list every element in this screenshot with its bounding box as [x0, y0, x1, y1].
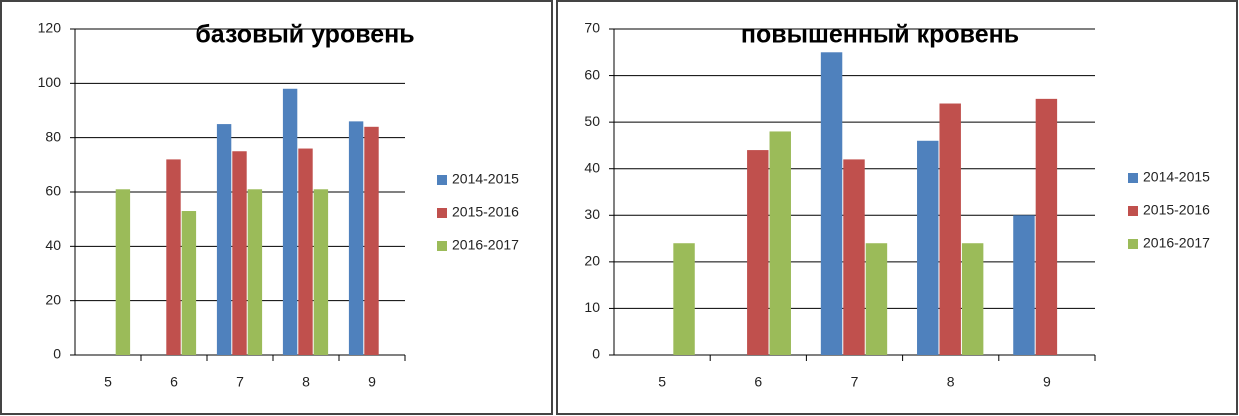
legend-swatch — [1128, 173, 1138, 183]
y-tick-label: 120 — [38, 20, 62, 36]
legend-label: 2015-2016 — [452, 204, 519, 220]
legend-swatch — [437, 241, 447, 251]
bar — [298, 148, 313, 355]
x-tick-label: 5 — [104, 374, 112, 390]
bar — [820, 52, 843, 356]
bar — [348, 121, 364, 355]
legend-swatch — [1128, 206, 1138, 216]
bar — [843, 159, 865, 355]
legend-label: 2016-2017 — [1143, 235, 1210, 251]
bar — [747, 150, 769, 355]
y-tick-label: 20 — [584, 253, 600, 269]
bar — [961, 243, 984, 355]
y-tick-label: 60 — [584, 66, 600, 82]
y-tick-label: 0 — [592, 346, 600, 362]
legend-label: 2014-2015 — [452, 171, 519, 187]
bar — [939, 103, 961, 355]
bar — [232, 151, 247, 355]
y-tick-label: 100 — [38, 74, 62, 90]
legend-label: 2015-2016 — [1143, 202, 1210, 218]
bar — [115, 189, 131, 355]
bar — [181, 211, 197, 355]
legend-swatch — [437, 175, 447, 185]
x-tick-label: 6 — [754, 374, 762, 390]
y-tick-label: 60 — [45, 183, 61, 199]
y-tick-label: 10 — [584, 299, 600, 315]
bar — [282, 88, 298, 356]
bar — [865, 243, 888, 355]
y-tick-label: 40 — [584, 159, 600, 175]
bar — [917, 140, 939, 355]
legend-label: 2016-2017 — [452, 237, 519, 253]
bar — [247, 189, 263, 355]
bar — [216, 124, 232, 355]
x-tick-label: 6 — [170, 374, 178, 390]
y-tick-label: 70 — [584, 20, 600, 36]
x-tick-label: 7 — [236, 374, 244, 390]
y-tick-label: 40 — [45, 237, 61, 253]
bar — [166, 159, 181, 355]
bar — [1013, 215, 1035, 355]
x-tick-label: 8 — [947, 374, 955, 390]
bar — [313, 189, 329, 355]
x-tick-label: 9 — [368, 374, 376, 390]
y-tick-label: 0 — [53, 346, 61, 362]
y-tick-label: 80 — [45, 128, 61, 144]
x-tick-label: 5 — [658, 374, 666, 390]
bar — [1035, 98, 1058, 355]
x-tick-label: 8 — [302, 374, 310, 390]
y-tick-label: 30 — [584, 206, 600, 222]
panel-border — [0, 0, 553, 415]
panel-border — [556, 0, 1238, 415]
bar — [364, 126, 379, 355]
x-tick-label: 9 — [1043, 374, 1051, 390]
y-tick-label: 20 — [45, 291, 61, 307]
bar — [673, 243, 695, 355]
legend-swatch — [437, 208, 447, 218]
chart-title: базовый уровень — [195, 21, 414, 49]
y-tick-label: 50 — [584, 113, 600, 129]
x-tick-label: 7 — [851, 374, 859, 390]
bar — [769, 131, 791, 355]
legend-label: 2014-2015 — [1143, 169, 1210, 185]
chart-title: повышенный кровень — [741, 21, 1019, 49]
legend-swatch — [1128, 239, 1138, 249]
